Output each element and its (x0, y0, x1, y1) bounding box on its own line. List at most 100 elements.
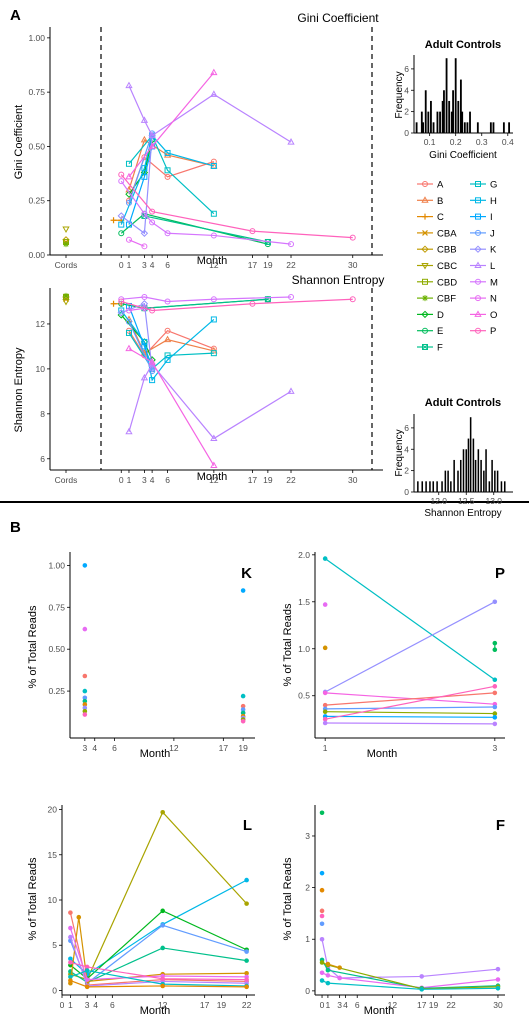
shannon-point-k (140, 300, 149, 308)
panel-p-series-line (325, 722, 495, 725)
hist_gini-bar (443, 90, 445, 133)
shannon-point-i (141, 343, 148, 350)
hist_shannon-bar (485, 449, 487, 492)
panel-l-x-tick-label: 1 (68, 1000, 73, 1010)
hist_shannon-bar (491, 459, 493, 492)
hist_shannon-bar (425, 481, 427, 492)
shannon-series-f (144, 298, 268, 309)
shannon-cord-cbf (63, 292, 69, 299)
panel-p-point (322, 645, 328, 651)
gini-series-b (128, 138, 214, 191)
gini-x-tick-label: 19 (263, 260, 273, 270)
panel-k-y-tick-label: 1.00 (48, 560, 65, 570)
hist_gini-bar (441, 100, 444, 133)
shannon-x-axis-label: Month (197, 471, 228, 483)
shannon-point-o (210, 461, 218, 469)
panel-l-series-line (69, 936, 247, 987)
gini-cord-cbc (62, 226, 70, 233)
gini-y-axis-label: Gini Coefficient (13, 105, 25, 179)
panel-l-y-tick-label: 20 (48, 805, 58, 815)
panel-p-point (322, 716, 328, 722)
panel-p-chart: % of Total Reads Month 0.5 1.0 1.5 2.0 1 3 P (282, 550, 505, 760)
hist_gini-bar (427, 111, 430, 133)
panel-p-x-tick-label: 1 (323, 743, 328, 753)
panel-l-point (160, 923, 165, 928)
gini-y-tick-label: 0.25 (28, 196, 45, 206)
hist_gini-bar (445, 58, 448, 134)
hist-gini-x-axis-label: Gini Coefficient (429, 150, 497, 161)
panel-k-y-tick-label: 0.75 (48, 602, 65, 612)
panel-k-point (82, 708, 88, 714)
panel-f-point (495, 985, 501, 991)
hist_gini-bar (432, 122, 435, 133)
shannon-point-l (140, 373, 149, 381)
panel-f-x-tick-label: 3 (337, 1000, 342, 1010)
hist_shannon-x-tick-label: 13.0 (485, 496, 502, 506)
panel-f-point (337, 975, 342, 981)
panel-k-subject-label: K (241, 565, 252, 582)
shannon-point-o (125, 344, 133, 352)
gini-point-a (210, 158, 217, 165)
panel-p-subject-label: P (495, 565, 505, 582)
panel-f-point (319, 921, 325, 927)
hist_shannon-bar (469, 417, 472, 492)
shannon-series-k (121, 302, 153, 369)
adult-controls-gini-histogram: Adult Controls Frequency Gini Coefficien… (394, 39, 514, 161)
shannon-point-l (125, 427, 133, 435)
gini-point-n (141, 243, 148, 250)
legend-swatch-marker (475, 229, 481, 236)
hist_gini-y-tick-label: 0 (404, 128, 409, 138)
panel-k-point (82, 705, 88, 711)
gini-point-l (210, 90, 218, 97)
shannon-series-o (128, 348, 215, 466)
gini-point-m (288, 241, 295, 248)
panel-l-series-line (70, 969, 247, 987)
shannon-point-h (210, 316, 217, 323)
shannon-point-m (164, 298, 171, 305)
panel-l-point (244, 877, 249, 883)
legend-swatch-marker (475, 295, 481, 302)
gini-point-p (118, 171, 125, 178)
f-x-axis-label: Month (364, 1005, 395, 1017)
panel-f-point (325, 961, 331, 967)
panel-p-point (322, 556, 328, 561)
legend-item-c: C (417, 212, 444, 223)
shannon-point-m (141, 293, 148, 300)
hist-shannon-x-axis-label: Shannon Entropy (424, 508, 501, 519)
hist_shannon-bar (429, 481, 431, 492)
gini-point-b (163, 151, 172, 158)
gini-point-p (349, 234, 356, 241)
shannon-point-l (210, 434, 218, 442)
legend-label: H (490, 196, 497, 207)
gini-point-l (148, 131, 156, 139)
panel-p-y-tick-label: 2.0 (298, 550, 310, 560)
legend-item-i: I (470, 212, 493, 223)
shannon-point-m (210, 296, 217, 303)
gini-x-tick-label: 3 (142, 260, 147, 270)
gini-point-h (118, 221, 125, 228)
panel-k-x-tick-label: 4 (92, 743, 97, 753)
shannon-series-b (128, 319, 214, 355)
hist_gini-x-tick-label: 0.2 (450, 137, 462, 147)
shannon-point-h (149, 377, 156, 384)
gini-point-a (164, 173, 171, 180)
panel-l-series-line (70, 961, 247, 981)
panel-f-point (495, 966, 501, 972)
hist_gini-bar (463, 122, 466, 133)
panel-k-point (240, 710, 246, 716)
hist_gini-bar (439, 111, 441, 133)
panel-f-x-tick-label: 1 (326, 1000, 331, 1010)
panel-f-point (337, 965, 342, 970)
panel-f-series-line (321, 979, 498, 990)
panel-p-series-line (325, 692, 495, 706)
panel-k-point (240, 718, 246, 724)
shannon-point-p (118, 298, 125, 305)
hist_shannon-bar (465, 449, 468, 492)
panel-f-y-tick-label: 3 (305, 831, 310, 841)
hist_shannon-y-tick-label: 4 (404, 444, 409, 454)
gini-point-h (210, 162, 217, 169)
shannon-point-g (210, 350, 217, 357)
shannon-point-p (149, 307, 156, 314)
hist_shannon-bar (503, 481, 506, 492)
panel-p-point (322, 709, 328, 714)
